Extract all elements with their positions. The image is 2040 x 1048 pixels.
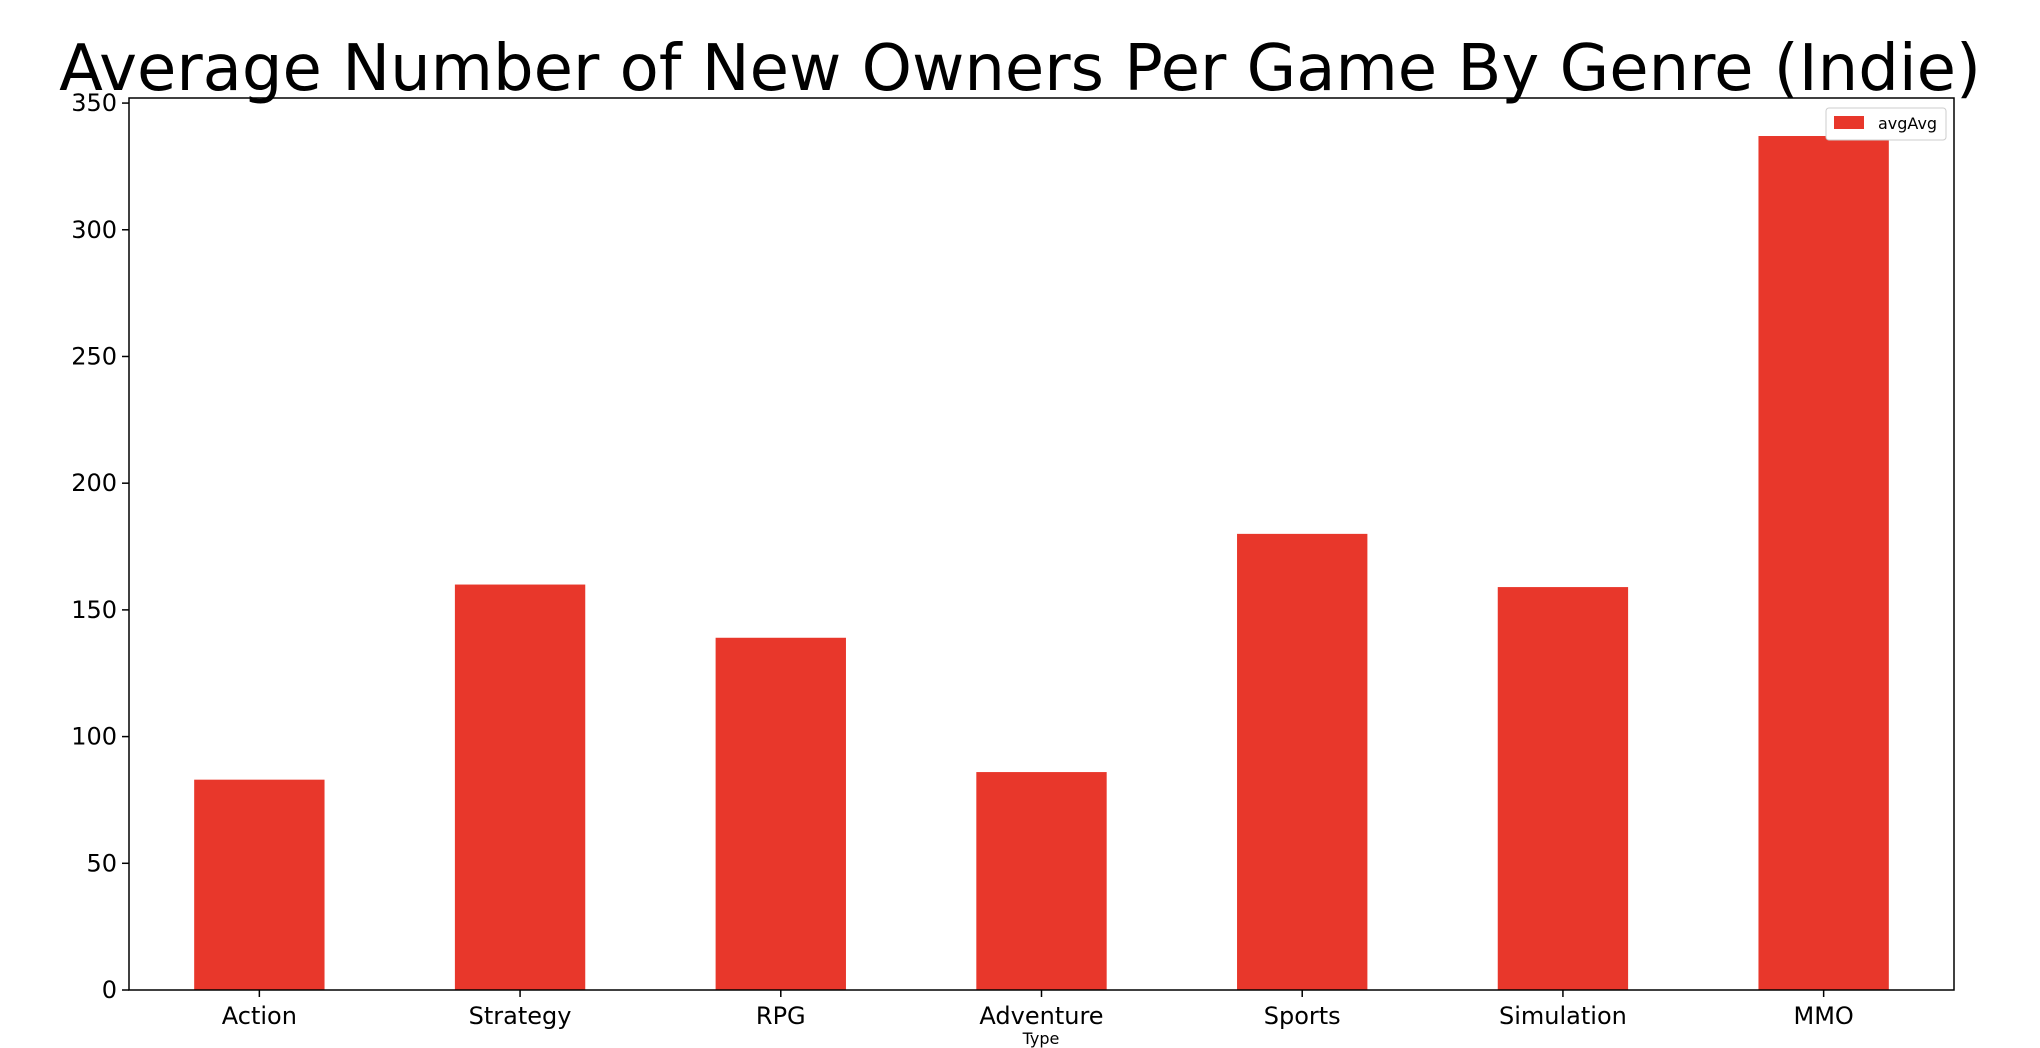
x-tick-label: Sports xyxy=(1264,1002,1341,1030)
y-tick-label: 50 xyxy=(86,849,117,877)
y-axis: 0 50 100 150 200 250 300 350 xyxy=(71,89,129,1004)
x-tick-label: Adventure xyxy=(979,1002,1103,1030)
plot-frame xyxy=(128,97,1955,991)
x-tick-label: RPG xyxy=(756,1002,806,1030)
y-tick-label: 200 xyxy=(71,469,117,497)
bar-rpg xyxy=(715,637,846,990)
x-tick-label: Action xyxy=(222,1002,297,1030)
bar-mmo xyxy=(1758,136,1889,991)
y-tick-label: 300 xyxy=(71,216,117,244)
x-tick-label: MMO xyxy=(1793,1002,1853,1030)
bar-adventure xyxy=(976,772,1107,990)
bars-group xyxy=(194,136,1889,991)
x-axis: Action Strategy RPG Adventure Sports Simulati… xyxy=(222,990,1854,1030)
y-tick-label: 250 xyxy=(71,342,117,370)
bar-strategy xyxy=(454,584,586,990)
legend-label-avgAvg: avgAvg xyxy=(1878,114,1937,133)
chart-title: Average Number of New Owners Per Game By… xyxy=(59,32,1981,106)
bar-sports xyxy=(1237,533,1368,990)
y-tick-label: 0 xyxy=(102,976,117,1004)
x-axis-label: Type xyxy=(1022,1029,1060,1048)
y-tick-label: 150 xyxy=(71,596,117,624)
legend-swatch xyxy=(1834,116,1864,129)
x-tick-label: Simulation xyxy=(1499,1002,1627,1030)
y-tick-label: 100 xyxy=(71,723,117,751)
bar-action xyxy=(194,779,325,990)
y-tick-label: 350 xyxy=(71,89,117,117)
legend: avgAvg xyxy=(1825,107,1947,141)
x-tick-label: Strategy xyxy=(469,1002,572,1030)
bar-simulation xyxy=(1497,587,1629,990)
